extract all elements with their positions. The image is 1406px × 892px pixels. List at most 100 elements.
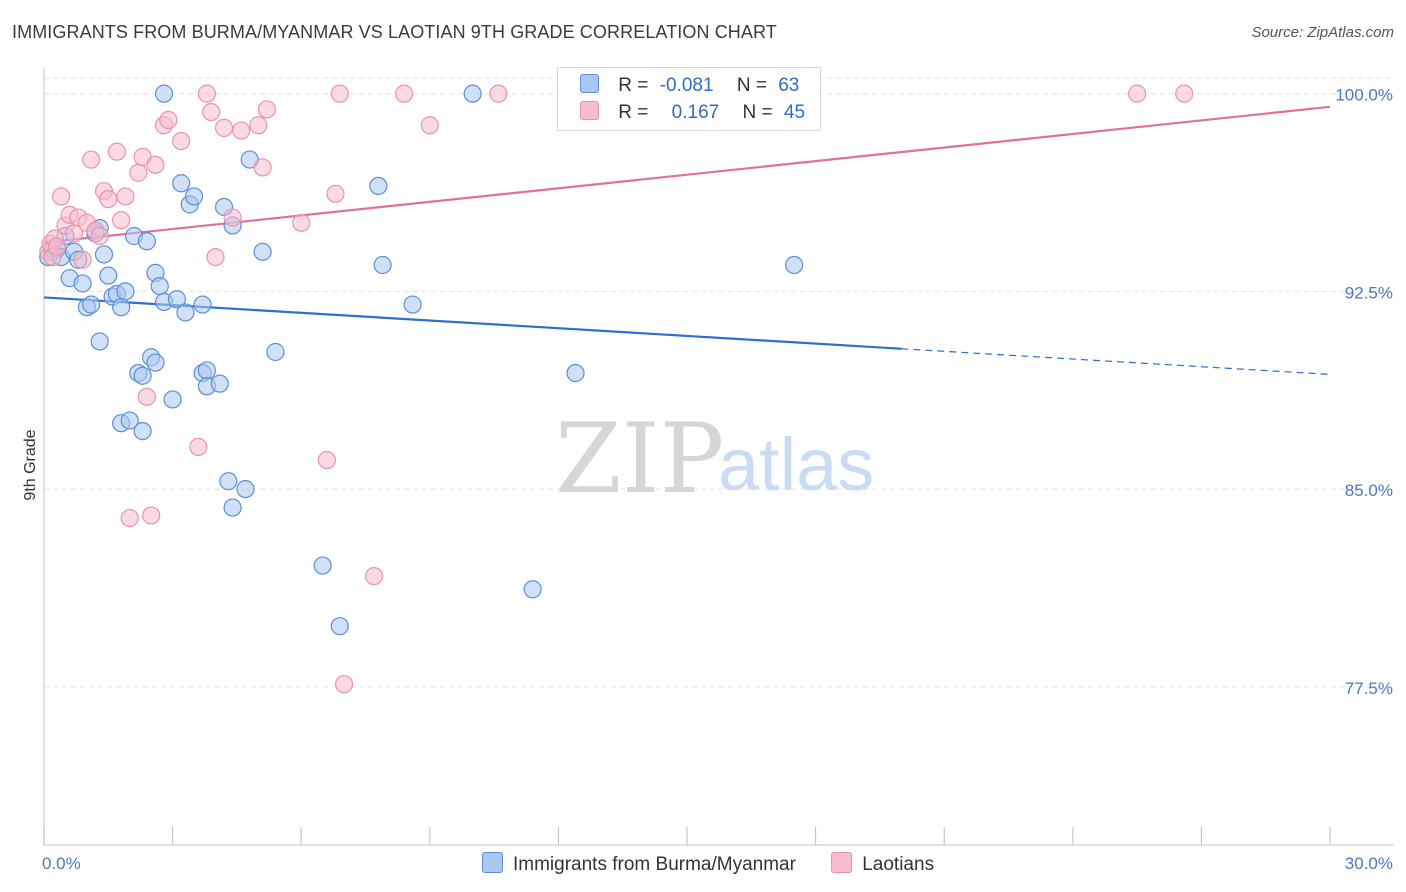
point-burma xyxy=(172,174,191,193)
y-tick-label: 92.5% xyxy=(1345,283,1393,302)
point-laotian xyxy=(112,211,131,230)
legend-swatch-laotian xyxy=(831,852,853,873)
point-laotian xyxy=(223,208,242,227)
point-laotian xyxy=(214,118,234,138)
point-laotian xyxy=(232,121,251,140)
tick-labels: 77.5% 85.0% 92.5% 100.0% 0.0% 30.0% xyxy=(42,86,1393,873)
point-burma xyxy=(146,353,165,372)
point-laotian xyxy=(249,116,268,135)
point-burma xyxy=(219,472,238,491)
chart-title: IMMIGRANTS FROM BURMA/MYANMAR VS LAOTIAN… xyxy=(12,22,777,42)
legend-item-burma[interactable]: Immigrants from Burma/Myanmar xyxy=(482,852,796,876)
y-tick-label: 85.0% xyxy=(1345,481,1393,500)
point-laotian xyxy=(90,226,109,246)
point-laotian xyxy=(99,189,118,209)
point-burma xyxy=(82,295,101,314)
point-burma xyxy=(523,580,542,599)
legend-swatch-laotian xyxy=(580,101,599,120)
legend-n-label: N = xyxy=(736,75,767,96)
legend-swatch-burma xyxy=(482,852,503,873)
legend-r-value: -0.081 xyxy=(659,75,714,96)
point-burma xyxy=(266,342,285,362)
point-laotian xyxy=(52,187,71,206)
point-laotian xyxy=(107,142,126,161)
point-laotian xyxy=(489,84,508,103)
trend-line-laotian xyxy=(43,105,1331,244)
point-burma xyxy=(566,363,585,383)
point-burma xyxy=(163,390,182,409)
point-burma xyxy=(167,290,186,309)
point-burma xyxy=(133,366,152,385)
point-laotian xyxy=(364,566,384,586)
grid-lines xyxy=(44,77,1394,688)
point-burma xyxy=(253,242,272,261)
point-burma xyxy=(90,332,109,351)
point-laotian xyxy=(189,437,208,457)
series-legend: Immigrants from Burma/Myanmar Laotians xyxy=(482,852,964,876)
point-laotian xyxy=(326,184,345,203)
point-laotian xyxy=(394,84,414,103)
y-tick-label: 77.5% xyxy=(1345,679,1393,698)
point-burma xyxy=(463,84,482,103)
x-tick-label: 30.0% xyxy=(1345,854,1393,873)
point-laotian xyxy=(334,675,354,694)
legend-n-value: 63 xyxy=(778,75,800,96)
point-burma xyxy=(373,255,392,275)
point-laotian xyxy=(330,84,349,103)
point-burma xyxy=(137,232,156,251)
watermark: ZIP atlas xyxy=(555,403,874,515)
point-burma xyxy=(176,303,195,322)
point-laotian xyxy=(257,100,277,119)
point-burma xyxy=(116,282,135,301)
correlation-legend xyxy=(557,67,821,131)
x-tick-label: 0.0% xyxy=(42,854,81,873)
point-laotian xyxy=(137,387,156,406)
y-tick-label: 100.0% xyxy=(1335,86,1393,105)
legend-swatch-burma xyxy=(580,74,599,93)
point-laotian xyxy=(420,116,439,135)
point-burma xyxy=(120,411,139,430)
y-axis-label: 9th Grade xyxy=(22,429,39,500)
point-laotian xyxy=(1127,84,1147,103)
point-burma xyxy=(99,266,118,285)
point-laotian xyxy=(292,213,311,232)
point-burma xyxy=(403,295,422,314)
legend-row-laotian: R = 0.167 N = 45 xyxy=(580,101,805,124)
point-burma xyxy=(193,295,212,314)
point-burma xyxy=(223,498,242,517)
point-laotian xyxy=(146,155,165,174)
point-laotian xyxy=(142,506,161,525)
legend-r-label: R = xyxy=(618,75,649,96)
watermark-zip: ZIP xyxy=(555,403,724,515)
legend-r-label: R = xyxy=(618,102,649,123)
point-laotian xyxy=(206,247,225,267)
point-burma xyxy=(184,187,204,206)
point-burma xyxy=(94,245,114,264)
point-burma xyxy=(330,617,349,636)
point-burma xyxy=(150,276,169,296)
point-burma xyxy=(197,361,216,380)
legend-label-burma: Immigrants from Burma/Myanmar xyxy=(513,854,796,875)
point-burma xyxy=(210,374,229,393)
point-burma xyxy=(154,84,174,103)
point-laotian xyxy=(172,131,191,151)
point-burma xyxy=(785,255,804,275)
point-burma xyxy=(313,556,332,575)
watermark-atlas: atlas xyxy=(718,423,874,506)
point-laotian xyxy=(73,250,92,269)
point-laotian xyxy=(1175,84,1194,103)
point-laotian xyxy=(253,158,272,177)
trend-line-burma-extension xyxy=(901,348,1331,376)
legend-r-value: 0.167 xyxy=(671,102,720,123)
data-points xyxy=(39,84,1194,694)
point-laotian xyxy=(317,450,337,470)
point-laotian xyxy=(82,150,101,169)
point-laotian xyxy=(197,84,216,103)
point-burma xyxy=(236,479,255,499)
axes xyxy=(43,68,1394,846)
point-burma xyxy=(112,298,131,317)
point-burma xyxy=(133,421,152,441)
legend-item-laotian[interactable]: Laotians xyxy=(831,852,934,876)
legend-n-value: 45 xyxy=(783,102,806,123)
